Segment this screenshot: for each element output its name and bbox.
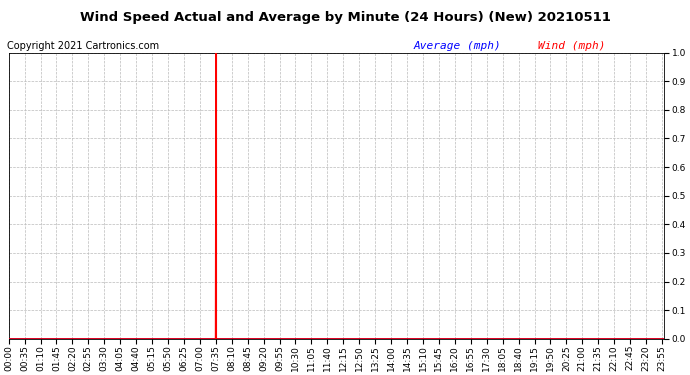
Text: Average (mph): Average (mph): [414, 41, 502, 51]
Text: Copyright 2021 Cartronics.com: Copyright 2021 Cartronics.com: [7, 41, 159, 51]
Text: Wind Speed Actual and Average by Minute (24 Hours) (New) 20210511: Wind Speed Actual and Average by Minute …: [79, 11, 611, 24]
Text: Wind (mph): Wind (mph): [538, 41, 606, 51]
